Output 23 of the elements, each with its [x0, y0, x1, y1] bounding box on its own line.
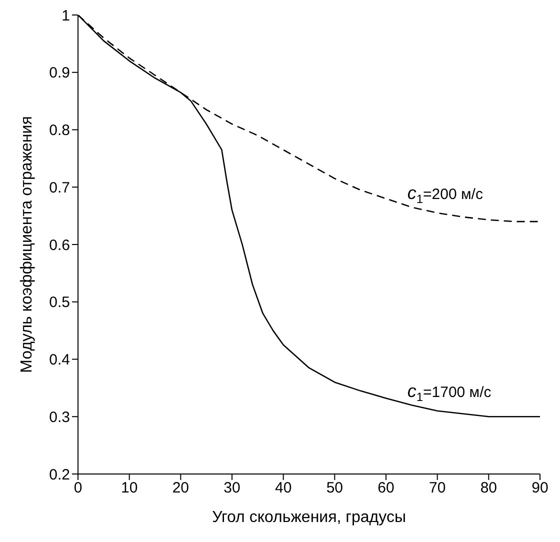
series-label: c$_{1}$=1700 м/с	[407, 380, 492, 404]
x-tick-label: 50	[326, 480, 344, 497]
x-tick-label: 70	[428, 480, 446, 497]
x-tick-label: 60	[378, 480, 394, 497]
x-tick-label: 80	[480, 480, 498, 497]
y-axis-title: Модуль коэффициента отражения	[18, 116, 36, 373]
x-tick-label: 40	[274, 480, 292, 497]
x-tick-label: 20	[172, 480, 190, 497]
x-axis-title: Угол скольжения, градусы	[212, 509, 406, 526]
y-tick-label: 0.8	[49, 122, 70, 140]
y-tick-label: 0.6	[49, 236, 70, 254]
y-tick-label: 0.2	[49, 466, 70, 484]
y-tick-label: 0.7	[49, 179, 70, 196]
x-tick-label: 0	[74, 480, 82, 497]
series-label: c$_{1}$=200 м/с	[407, 182, 484, 206]
y-tick-label: 1	[62, 7, 70, 24]
y-tick-label: 0.5	[49, 294, 70, 312]
x-tick-label: 90	[532, 480, 548, 497]
x-tick-label: 10	[120, 480, 138, 497]
y-tick-label: 0.9	[49, 64, 70, 82]
x-tick-label: 30	[224, 480, 240, 497]
y-tick-label: 0.4	[49, 352, 70, 369]
y-tick-label: 0.3	[49, 408, 70, 426]
